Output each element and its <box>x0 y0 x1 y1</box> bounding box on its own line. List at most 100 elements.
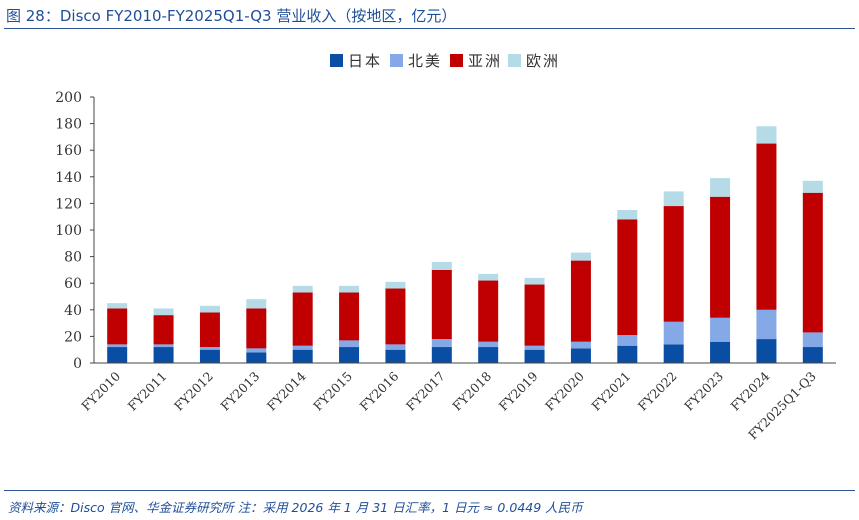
legend-swatch-2 <box>450 54 463 67</box>
legend-swatch-0 <box>330 54 343 67</box>
bar-FY2012-北美 <box>199 347 220 350</box>
bar-FY2023-亚洲 <box>710 196 731 318</box>
y-tick-label: 0 <box>73 356 82 372</box>
x-tick-label: FY2010 <box>78 368 123 413</box>
bar-FY2012-日本 <box>199 349 220 363</box>
bar-FY2021-日本 <box>617 345 638 363</box>
bar-FY2023-北美 <box>710 317 731 342</box>
bar-FY2020-北美 <box>570 341 591 349</box>
x-tick-label: FY2018 <box>449 368 494 413</box>
bar-FY2015-亚洲 <box>339 292 360 341</box>
bar-FY2017-北美 <box>431 339 452 348</box>
bar-FY2023-欧洲 <box>710 178 731 197</box>
bar-FY2024-亚洲 <box>756 143 777 310</box>
y-tick-label: 160 <box>55 143 82 159</box>
bottom-rule <box>4 490 855 491</box>
bar-FY2019-北美 <box>524 345 545 350</box>
y-tick-label: 140 <box>55 170 82 186</box>
top-rule <box>4 28 855 29</box>
y-tick-label: 80 <box>64 250 82 266</box>
bar-FY2014-亚洲 <box>292 292 313 346</box>
bar-FY2011-北美 <box>153 344 174 348</box>
legend-label-3: 欧洲 <box>526 52 560 70</box>
bar-FY2010-欧洲 <box>107 303 128 309</box>
bar-FY2020-欧洲 <box>570 252 591 261</box>
bar-FY2022-北美 <box>663 321 684 345</box>
bar-FY2024-日本 <box>756 339 777 363</box>
bar-FY2021-欧洲 <box>617 210 638 220</box>
x-tick-label: FY2013 <box>217 368 262 413</box>
y-tick-label: 200 <box>55 90 82 106</box>
bar-FY2018-北美 <box>478 341 499 348</box>
x-tick-label: FY2021 <box>588 369 633 414</box>
bar-FY2013-日本 <box>246 352 267 363</box>
bar-FY2025Q1-Q3-日本 <box>802 347 823 363</box>
bar-FY2014-北美 <box>292 345 313 350</box>
bar-FY2022-欧洲 <box>663 191 684 207</box>
y-tick-label: 60 <box>64 276 82 292</box>
bar-FY2011-日本 <box>153 347 174 363</box>
bar-FY2013-欧洲 <box>246 299 267 309</box>
bar-FY2015-欧洲 <box>339 285 360 293</box>
figure-title: 图 28：Disco FY2010-FY2025Q1-Q3 营业收入（按地区，亿… <box>6 7 457 25</box>
bar-FY2019-欧洲 <box>524 277 545 285</box>
bar-FY2017-亚洲 <box>431 269 452 340</box>
bar-FY2020-日本 <box>570 348 591 363</box>
bar-FY2019-日本 <box>524 349 545 363</box>
bar-FY2013-亚洲 <box>246 308 267 349</box>
bar-FY2011-欧洲 <box>153 308 174 316</box>
bar-FY2011-亚洲 <box>153 315 174 345</box>
x-tick-label: FY2017 <box>403 368 448 413</box>
x-tick-label: FY2015 <box>310 369 355 414</box>
chart-legend: 日本 北美 亚洲 欧洲 <box>330 52 560 70</box>
bar-FY2025Q1-Q3-欧洲 <box>802 180 823 193</box>
x-tick-label: FY2012 <box>171 369 216 414</box>
bar-FY2016-亚洲 <box>385 288 406 345</box>
x-tick-label: FY2022 <box>635 369 680 414</box>
bar-FY2022-日本 <box>663 344 684 363</box>
x-axis: FY2010 FY2011 FY2012 FY2013 FY2014 FY2015 FY20… <box>78 362 836 442</box>
bar-FY2025Q1-Q3-亚洲 <box>802 192 823 333</box>
y-tick-label: 20 <box>64 329 82 345</box>
bar-FY2025Q1-Q3-北美 <box>802 332 823 348</box>
bar-FY2022-亚洲 <box>663 206 684 322</box>
bar-FY2023-日本 <box>710 341 731 363</box>
source-note: 资料来源：Disco 官网、华金证券研究所 注：采用 2026 年 1 月 31… <box>8 500 583 515</box>
bar-FY2012-亚洲 <box>199 312 220 348</box>
bar-FY2019-亚洲 <box>524 284 545 346</box>
bar-FY2024-欧洲 <box>756 126 777 144</box>
legend-label-2: 亚洲 <box>468 52 502 70</box>
bar-FY2016-日本 <box>385 349 406 363</box>
x-tick-label: FY2019 <box>496 368 541 413</box>
legend-swatch-3 <box>508 54 521 67</box>
y-tick-label: 120 <box>55 196 82 212</box>
x-tick-label: FY2011 <box>125 369 170 414</box>
bar-FY2017-日本 <box>431 347 452 363</box>
x-tick-label: FY2023 <box>681 368 726 413</box>
bar-FY2013-北美 <box>246 348 267 353</box>
bar-FY2015-北美 <box>339 340 360 348</box>
x-tick-label: FY2014 <box>264 368 309 413</box>
bar-FY2016-欧洲 <box>385 281 406 289</box>
bar-FY2021-北美 <box>617 335 638 346</box>
bar-FY2014-日本 <box>292 349 313 363</box>
legend-label-1: 北美 <box>408 52 442 70</box>
x-tick-label: FY2016 <box>356 368 401 413</box>
bar-FY2018-欧洲 <box>478 273 499 281</box>
bar-FY2016-北美 <box>385 344 406 350</box>
bar-FY2018-亚洲 <box>478 280 499 342</box>
bar-FY2010-北美 <box>107 344 128 348</box>
bar-FY2015-日本 <box>339 347 360 363</box>
bar-FY2017-欧洲 <box>431 261 452 270</box>
x-tick-label: FY2024 <box>727 368 772 413</box>
bars-group <box>107 126 823 363</box>
bar-FY2012-欧洲 <box>199 305 220 313</box>
x-tick-label: FY2020 <box>542 368 587 413</box>
bar-FY2010-亚洲 <box>107 308 128 345</box>
legend-label-0: 日本 <box>348 52 382 70</box>
bar-FY2010-日本 <box>107 347 128 363</box>
y-tick-label: 40 <box>64 303 82 319</box>
bar-FY2020-亚洲 <box>570 260 591 342</box>
bar-FY2024-北美 <box>756 309 777 340</box>
